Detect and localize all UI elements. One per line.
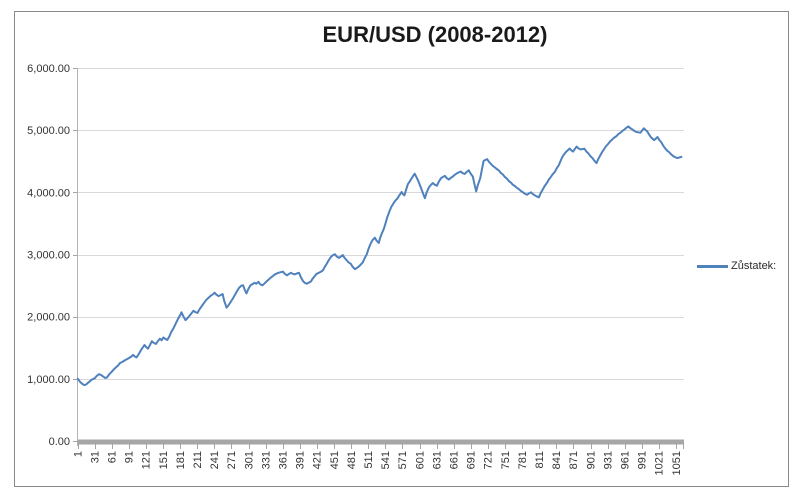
svg-text:601: 601 (414, 451, 426, 469)
svg-text:871: 871 (568, 451, 580, 469)
svg-text:631: 631 (431, 451, 443, 469)
svg-text:6,000.00: 6,000.00 (27, 63, 70, 75)
svg-text:4,000.00: 4,000.00 (27, 187, 70, 199)
svg-text:181: 181 (175, 451, 187, 469)
chart-title[interactable]: EUR/USD (2008-2012) (322, 22, 548, 47)
svg-text:811: 811 (534, 451, 546, 469)
series-line[interactable] (76, 125, 683, 387)
svg-text:1,000.00: 1,000.00 (27, 374, 70, 386)
svg-text:31: 31 (89, 451, 101, 463)
svg-text:91: 91 (124, 451, 136, 463)
svg-text:1: 1 (72, 451, 84, 457)
svg-text:121: 121 (141, 451, 153, 469)
svg-text:541: 541 (380, 451, 392, 469)
y-axis (73, 68, 78, 446)
svg-text:331: 331 (260, 451, 272, 469)
legend-series-label: Zůstatek: (731, 260, 777, 272)
svg-text:5,000.00: 5,000.00 (27, 125, 70, 137)
x-tick-labels: 1 31 61 91 121 151 181 211 241 271 301 331 361 391 421… (72, 451, 683, 475)
svg-text:271: 271 (226, 451, 238, 469)
svg-text:241: 241 (209, 451, 221, 469)
svg-text:571: 571 (397, 451, 409, 469)
gridlines (77, 68, 684, 380)
svg-text:931: 931 (602, 451, 614, 469)
svg-text:901: 901 (585, 451, 597, 469)
svg-text:751: 751 (500, 451, 512, 469)
svg-text:511: 511 (363, 451, 375, 469)
svg-text:361: 361 (277, 451, 289, 469)
svg-text:211: 211 (192, 451, 204, 469)
chart-area (14, 11, 789, 487)
svg-text:3,000.00: 3,000.00 (27, 250, 70, 262)
svg-text:421: 421 (312, 451, 324, 469)
svg-text:301: 301 (243, 451, 255, 469)
svg-text:691: 691 (466, 451, 478, 469)
x-axis (77, 439, 684, 449)
legend[interactable]: Zůstatek: (697, 260, 776, 272)
svg-text:151: 151 (158, 451, 170, 469)
svg-text:0.00: 0.00 (49, 436, 70, 448)
svg-text:661: 661 (448, 451, 460, 469)
svg-text:961: 961 (620, 451, 632, 469)
svg-text:2,000.00: 2,000.00 (27, 312, 70, 324)
svg-text:721: 721 (483, 451, 495, 469)
legend-line-marker (697, 264, 728, 268)
svg-text:451: 451 (329, 451, 341, 469)
svg-text:391: 391 (295, 451, 307, 469)
y-tick-labels: 0.00 1,000.00 2,000.00 3,000.00 4,000.00 5,00… (27, 63, 70, 448)
svg-text:1051: 1051 (671, 451, 683, 475)
svg-text:481: 481 (346, 451, 358, 469)
svg-text:991: 991 (637, 451, 649, 469)
svg-text:781: 781 (517, 451, 529, 469)
svg-text:61: 61 (106, 451, 118, 463)
svg-text:1021: 1021 (654, 451, 666, 475)
svg-text:841: 841 (551, 451, 563, 469)
